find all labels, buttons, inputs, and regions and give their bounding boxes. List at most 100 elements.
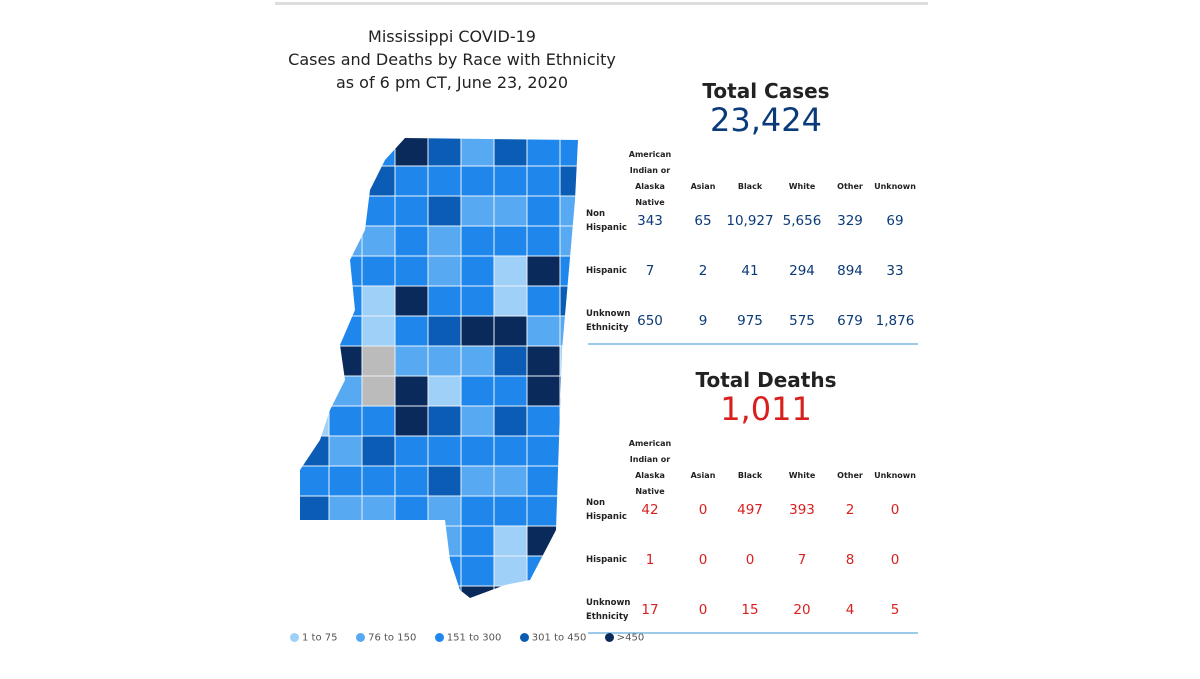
column-header: Other <box>837 471 863 480</box>
county <box>361 375 396 407</box>
cell-value: 294 <box>789 263 815 279</box>
county <box>300 225 330 257</box>
county <box>526 495 561 527</box>
county <box>526 465 561 497</box>
county <box>300 555 330 587</box>
county <box>460 225 495 257</box>
cell-value: 0 <box>698 602 708 618</box>
county <box>394 225 429 257</box>
county <box>493 555 528 587</box>
legend-dot <box>434 633 444 642</box>
county <box>526 285 561 317</box>
county <box>361 225 396 257</box>
cell-value: 8 <box>845 552 855 568</box>
cell-value: 2 <box>698 263 708 279</box>
county <box>300 435 330 467</box>
county <box>427 555 462 587</box>
cell-value: 650 <box>637 313 663 329</box>
county <box>361 555 396 587</box>
cell-value: 41 <box>741 263 759 279</box>
county <box>526 255 561 287</box>
county <box>460 495 495 527</box>
column-header: Other <box>837 182 863 191</box>
total-label: Total Cases <box>702 79 830 103</box>
county <box>361 195 396 227</box>
title-line: Cases and Deaths by Race with Ethnicity <box>288 50 616 69</box>
county <box>460 285 495 317</box>
county <box>300 255 330 287</box>
county <box>361 138 396 167</box>
county <box>394 195 429 227</box>
cell-value: 0 <box>698 552 708 568</box>
county <box>460 165 495 197</box>
legend-dot <box>356 633 366 642</box>
county <box>460 435 495 467</box>
column-header: Black <box>737 182 763 191</box>
county <box>300 345 330 377</box>
county <box>361 585 396 598</box>
county <box>493 375 528 407</box>
county <box>328 138 363 167</box>
county <box>328 255 363 287</box>
county <box>300 465 330 497</box>
county <box>300 165 330 197</box>
cell-value: 5,656 <box>782 213 822 229</box>
county <box>493 495 528 527</box>
cell-value: 975 <box>737 313 763 329</box>
cell-value: 329 <box>837 213 863 229</box>
county <box>493 465 528 497</box>
cell-value: 497 <box>737 502 763 518</box>
county <box>427 495 462 527</box>
county <box>427 345 462 377</box>
cell-value: 10,927 <box>726 213 774 229</box>
county <box>427 405 462 437</box>
column-header: Asian <box>690 182 716 191</box>
county <box>394 255 429 287</box>
county <box>427 315 462 347</box>
county <box>394 315 429 347</box>
cell-value: 33 <box>886 263 904 279</box>
county <box>328 195 363 227</box>
cell-value: 0 <box>890 502 900 518</box>
legend-dot <box>604 633 614 642</box>
county <box>460 138 495 167</box>
county <box>300 495 330 527</box>
cell-value: 5 <box>890 602 900 618</box>
county <box>361 525 396 557</box>
row-label: Unknown Ethnicity <box>586 598 631 622</box>
county <box>394 375 429 407</box>
county <box>526 315 561 347</box>
cell-value: 679 <box>837 313 863 329</box>
county <box>559 165 578 197</box>
county <box>328 225 363 257</box>
cell-value: 0 <box>698 502 708 518</box>
county <box>526 195 561 227</box>
cell-value: 575 <box>789 313 815 329</box>
county <box>361 345 396 377</box>
county <box>328 585 363 598</box>
cell-value: 9 <box>698 313 708 329</box>
county <box>559 525 578 557</box>
county <box>460 195 495 227</box>
county <box>493 255 528 287</box>
cell-value: 15 <box>741 602 759 618</box>
county <box>300 375 330 407</box>
cell-value: 42 <box>641 502 659 518</box>
county <box>328 375 363 407</box>
county <box>361 435 396 467</box>
county <box>394 465 429 497</box>
cell-value: 7 <box>645 263 655 279</box>
county <box>526 225 561 257</box>
county <box>526 435 561 467</box>
county <box>526 345 561 377</box>
county <box>427 585 462 598</box>
county <box>328 405 363 437</box>
county <box>493 435 528 467</box>
county <box>300 195 330 227</box>
column-header: Unknown <box>874 182 916 191</box>
column-header: Unknown <box>874 471 916 480</box>
legend-label: >450 <box>616 632 645 644</box>
county <box>460 315 495 347</box>
